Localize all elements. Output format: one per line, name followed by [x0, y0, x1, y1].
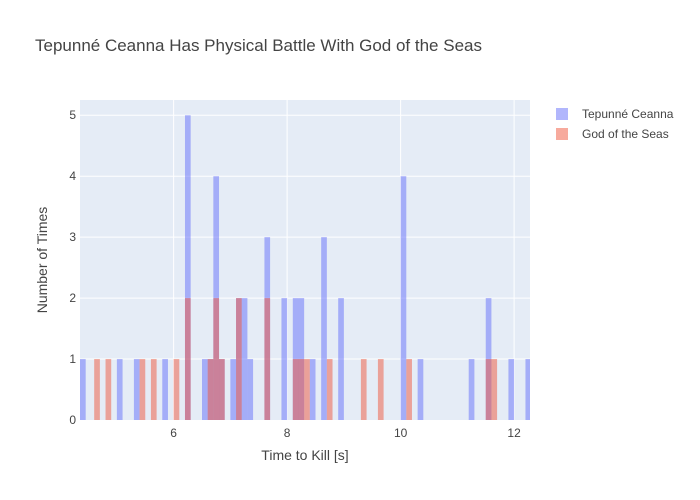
histogram-bar: [247, 359, 254, 420]
x-tick-label: 6: [170, 426, 177, 440]
histogram-bar: [400, 176, 407, 420]
histogram-bar: [105, 359, 112, 420]
histogram-bar: [468, 359, 475, 420]
histogram-bar: [304, 359, 310, 420]
histogram-bar: [485, 359, 492, 420]
histogram-bar: [326, 359, 333, 420]
histogram-bar: [116, 359, 123, 420]
histogram-bar: [281, 298, 288, 420]
histogram-bar: [133, 359, 140, 420]
legend-label: Tepunné Ceanna: [582, 107, 674, 121]
histogram-bar: [213, 298, 220, 420]
legend-label: God of the Seas: [582, 127, 669, 141]
x-axis-ticks: 6 8 10 12: [170, 426, 521, 440]
histogram-bar: [360, 359, 367, 420]
histogram-bar: [292, 359, 299, 420]
histogram-bar: [80, 359, 86, 420]
x-tick-label: 8: [284, 426, 291, 440]
x-tick-label: 10: [394, 426, 408, 440]
histogram-bar: [338, 298, 344, 420]
histogram-bar: [298, 359, 305, 420]
histogram-bar: [184, 115, 191, 420]
y-tick-label: 5: [69, 108, 76, 122]
histogram-bar: [94, 359, 100, 420]
y-tick-label: 2: [69, 291, 76, 305]
histogram-bar: [377, 359, 384, 420]
histogram-bar: [230, 359, 237, 420]
histogram-bar: [241, 298, 248, 420]
y-axis-ticks: 0 1 2 3 4 5: [69, 108, 76, 427]
histogram-bar: [264, 298, 271, 420]
histogram-bar: [491, 359, 498, 420]
histogram-bar: [207, 359, 214, 420]
y-axis-title: Number of Times: [34, 207, 50, 314]
histogram-bar: [309, 359, 316, 420]
legend-swatch: [556, 128, 568, 140]
histogram-bar: [236, 298, 242, 420]
y-tick-label: 0: [69, 413, 76, 427]
y-tick-label: 4: [69, 169, 76, 183]
series-god-of-the-seas: [94, 298, 498, 420]
legend: Tepunné Ceanna God of the Seas: [556, 107, 674, 141]
histogram-bar: [417, 359, 424, 420]
histogram-bar: [525, 359, 530, 420]
histogram-bar: [406, 359, 412, 420]
legend-swatch: [556, 108, 568, 120]
histogram-bar: [184, 298, 191, 420]
histogram-bar: [508, 359, 515, 420]
histogram-bar: [321, 237, 327, 420]
x-axis-title: Time to Kill [s]: [261, 447, 348, 463]
y-tick-label: 3: [69, 230, 76, 244]
histogram-bar: [139, 359, 146, 420]
histogram-bar: [202, 359, 208, 420]
y-tick-label: 1: [69, 352, 76, 366]
histogram-bar: [173, 359, 180, 420]
histogram-bar: [162, 359, 168, 420]
histogram-bar: [219, 359, 225, 420]
chart-title: Tepunné Ceanna Has Physical Battle With …: [35, 36, 482, 55]
bars-group: [80, 115, 530, 420]
histogram-bar: [150, 359, 157, 420]
x-tick-label: 12: [507, 426, 521, 440]
